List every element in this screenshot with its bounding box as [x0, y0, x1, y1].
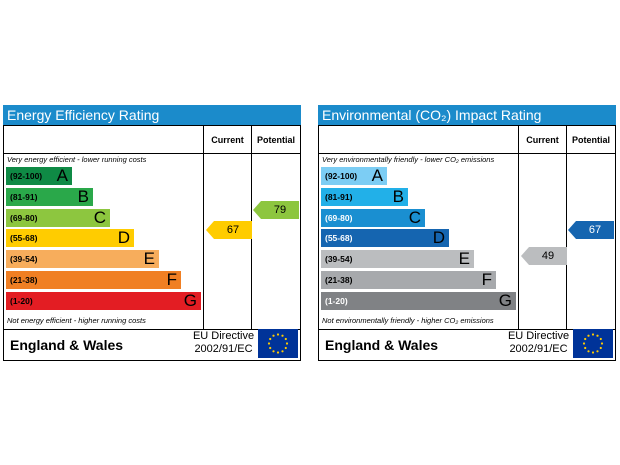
- band-letter: F: [166, 270, 177, 289]
- band-range-label: (21-38): [325, 275, 353, 285]
- footer-divider: [4, 329, 300, 330]
- directive-line-1: EU Directive: [192, 330, 255, 342]
- band-letter: D: [117, 228, 130, 248]
- band-e: (39-54) E: [321, 249, 474, 269]
- bottom-note: Not energy efficient - higher running co…: [7, 316, 146, 325]
- eu-directive: EU Directive 2002/91/EC: [187, 330, 260, 356]
- band-letter: D: [432, 228, 445, 248]
- band-range-label: (55-68): [325, 233, 353, 244]
- band-range-label: (81-91): [10, 191, 38, 202]
- column-divider: [518, 126, 519, 329]
- current-rating-value: 67: [226, 224, 240, 237]
- region-label: England & Wales: [10, 337, 124, 353]
- potential-rating-arrow: 67: [568, 221, 614, 240]
- column-divider: [566, 126, 567, 329]
- potential-rating-value: 67: [588, 224, 602, 237]
- potential-column-header: Potential: [571, 134, 610, 145]
- band-a: (92-100) A: [6, 167, 72, 185]
- chart-body: Current Potential Very environmentally f…: [318, 125, 616, 361]
- current-column-header: Current: [526, 134, 559, 145]
- band-g: (1-20) G: [6, 290, 201, 310]
- band-d: (55-68) D: [6, 228, 134, 248]
- band-c: (69-80) C: [321, 207, 425, 227]
- band-range-label: (92-100): [325, 171, 358, 181]
- band-letter: G: [183, 290, 197, 310]
- band-range-label: (39-54): [325, 254, 353, 265]
- band-range-label: (1-20): [10, 295, 33, 306]
- chart-body: Current Potential Very energy efficient …: [3, 125, 301, 361]
- band-range-label: (39-54): [10, 254, 38, 265]
- band-range-label: (69-80): [325, 212, 353, 223]
- arrow-shape: [206, 221, 252, 240]
- environmental-impact-chart: Environmental (CO₂) Impact Rating Curren…: [318, 105, 616, 361]
- potential-rating-arrow: 79: [253, 200, 299, 219]
- band-letter: B: [77, 186, 89, 206]
- band-letter: E: [143, 249, 155, 269]
- potential-rating-value: 79: [273, 203, 287, 216]
- band-range-label: (1-20): [325, 295, 348, 306]
- band-range-label: (21-38): [10, 275, 38, 285]
- current-rating-arrow: 67: [206, 221, 252, 240]
- band-a: (92-100) A: [321, 167, 387, 185]
- directive-line-2: 2002/91/EC: [194, 343, 253, 355]
- band-letter: B: [392, 186, 404, 206]
- band-b: (81-91) B: [321, 186, 408, 206]
- band-range-label: (81-91): [325, 191, 353, 202]
- arrow-shape: [253, 200, 299, 219]
- band-f: (21-38) F: [6, 271, 181, 289]
- band-letter: F: [481, 270, 492, 289]
- band-range-label: (55-68): [10, 233, 38, 244]
- directive-line-1: EU Directive: [507, 330, 570, 342]
- directive-line-2: 2002/91/EC: [509, 343, 568, 355]
- footer-divider: [319, 329, 615, 330]
- band-letter: A: [56, 166, 68, 185]
- band-f: (21-38) F: [321, 271, 496, 289]
- band-letter: C: [93, 207, 106, 227]
- arrow-shape: [568, 221, 614, 240]
- band-e: (39-54) E: [6, 249, 159, 269]
- energy-efficiency-chart: Energy Efficiency Rating Current Potenti…: [3, 105, 301, 361]
- top-note: Very energy efficient - lower running co…: [7, 155, 147, 164]
- eu-directive: EU Directive 2002/91/EC: [502, 330, 575, 356]
- arrow-shape: [521, 247, 567, 266]
- chart-title: Environmental (CO₂) Impact Rating: [318, 105, 616, 125]
- header-divider: [319, 153, 518, 154]
- band-d: (55-68) D: [321, 228, 449, 248]
- band-c: (69-80) C: [6, 207, 110, 227]
- band-b: (81-91) B: [6, 186, 93, 206]
- band-letter: G: [498, 290, 512, 310]
- bottom-note: Not environmentally friendly - higher CO…: [322, 316, 494, 325]
- current-rating-value: 49: [541, 250, 555, 263]
- header-divider: [4, 153, 203, 154]
- band-range-label: (92-100): [10, 171, 43, 181]
- current-column-header: Current: [211, 134, 244, 145]
- chart-title: Energy Efficiency Rating: [3, 105, 301, 125]
- header-divider: [203, 153, 300, 154]
- potential-column-header: Potential: [256, 134, 295, 145]
- top-note: Very environmentally friendly - lower CO…: [322, 155, 495, 164]
- current-rating-arrow: 49: [521, 247, 567, 266]
- band-letter: C: [408, 207, 421, 227]
- column-divider: [203, 126, 204, 329]
- band-letter: A: [371, 166, 383, 185]
- band-range-label: (69-80): [10, 212, 38, 223]
- header-divider: [518, 153, 615, 154]
- region-label: England & Wales: [325, 337, 439, 353]
- band-letter: E: [458, 249, 470, 269]
- band-g: (1-20) G: [321, 290, 516, 310]
- eu-flag-icon: [258, 329, 298, 358]
- eu-flag-icon: [573, 329, 613, 358]
